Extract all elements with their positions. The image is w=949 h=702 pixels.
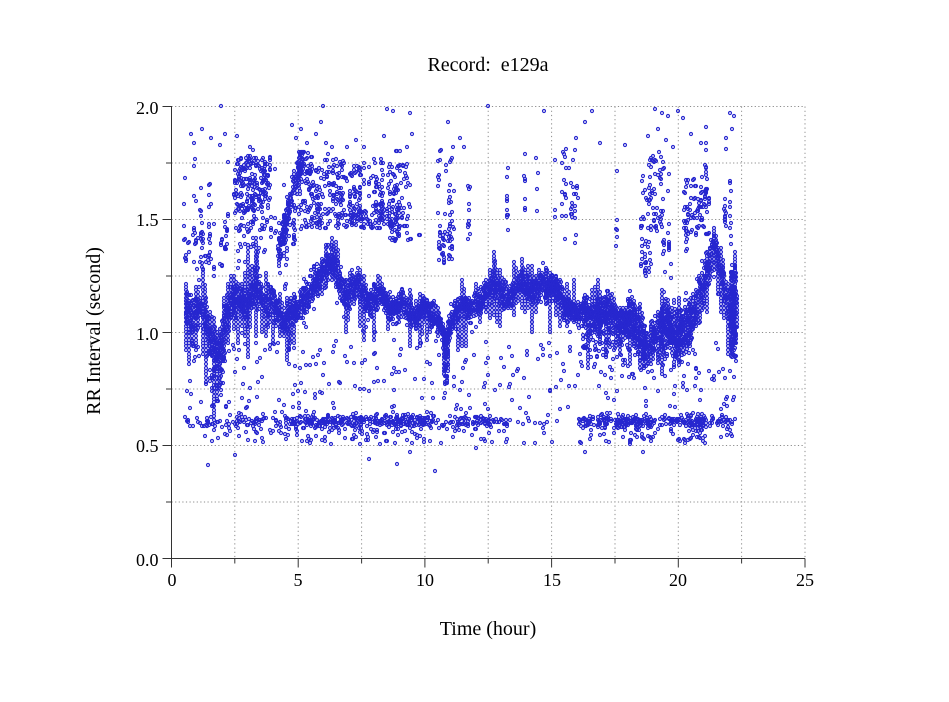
svg-text:5: 5 <box>294 570 303 590</box>
svg-text:1.5: 1.5 <box>136 210 159 230</box>
svg-text:25: 25 <box>796 570 814 590</box>
svg-text:Time (hour): Time (hour) <box>440 618 536 640</box>
svg-text:Record: e129a: Record: e129a <box>427 54 548 76</box>
svg-text:2.0: 2.0 <box>136 98 159 118</box>
svg-text:20: 20 <box>669 570 687 590</box>
svg-text:0.0: 0.0 <box>136 550 159 570</box>
svg-text:15: 15 <box>543 570 561 590</box>
svg-text:0.5: 0.5 <box>136 436 159 456</box>
svg-text:10: 10 <box>416 570 434 590</box>
svg-text:0: 0 <box>168 570 177 590</box>
svg-text:RR Interval (second): RR Interval (second) <box>83 247 105 415</box>
svg-text:1.0: 1.0 <box>136 324 159 344</box>
